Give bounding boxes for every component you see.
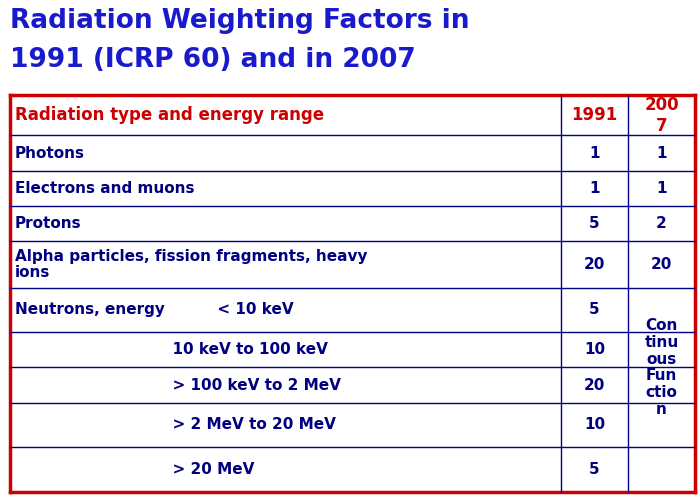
Text: Photons: Photons xyxy=(15,146,85,161)
Text: 1991 (ICRP 60) and in 2007: 1991 (ICRP 60) and in 2007 xyxy=(10,47,416,73)
Text: 1: 1 xyxy=(589,146,600,161)
Text: 10: 10 xyxy=(584,342,605,357)
Text: 20: 20 xyxy=(584,257,606,272)
Text: 5: 5 xyxy=(589,216,600,231)
Text: Protons: Protons xyxy=(15,216,82,231)
Text: Radiation Weighting Factors in: Radiation Weighting Factors in xyxy=(10,8,470,34)
Text: > 2 MeV to 20 MeV: > 2 MeV to 20 MeV xyxy=(15,417,336,432)
Text: Con
tinu
ous
Fun
ctio
n: Con tinu ous Fun ctio n xyxy=(645,318,678,417)
Text: 5: 5 xyxy=(589,462,600,477)
Text: Alpha particles, fission fragments, heavy
ions: Alpha particles, fission fragments, heav… xyxy=(15,248,368,280)
Text: 20: 20 xyxy=(651,257,672,272)
Text: > 100 keV to 2 MeV: > 100 keV to 2 MeV xyxy=(15,378,341,393)
Text: 1: 1 xyxy=(657,146,667,161)
Text: 1: 1 xyxy=(657,180,667,196)
Text: > 20 MeV: > 20 MeV xyxy=(15,462,254,477)
Text: 1991: 1991 xyxy=(571,106,617,124)
Text: Radiation type and energy range: Radiation type and energy range xyxy=(15,106,324,124)
Text: 200
7: 200 7 xyxy=(644,96,679,135)
Text: 10: 10 xyxy=(584,417,605,432)
Text: 10 keV to 100 keV: 10 keV to 100 keV xyxy=(15,342,328,357)
Text: Electrons and muons: Electrons and muons xyxy=(15,180,195,196)
Text: 1: 1 xyxy=(589,180,600,196)
Text: 20: 20 xyxy=(584,378,606,393)
Text: 2: 2 xyxy=(656,216,667,231)
Text: 5: 5 xyxy=(589,303,600,318)
Text: Neutrons, energy          < 10 keV: Neutrons, energy < 10 keV xyxy=(15,303,293,318)
